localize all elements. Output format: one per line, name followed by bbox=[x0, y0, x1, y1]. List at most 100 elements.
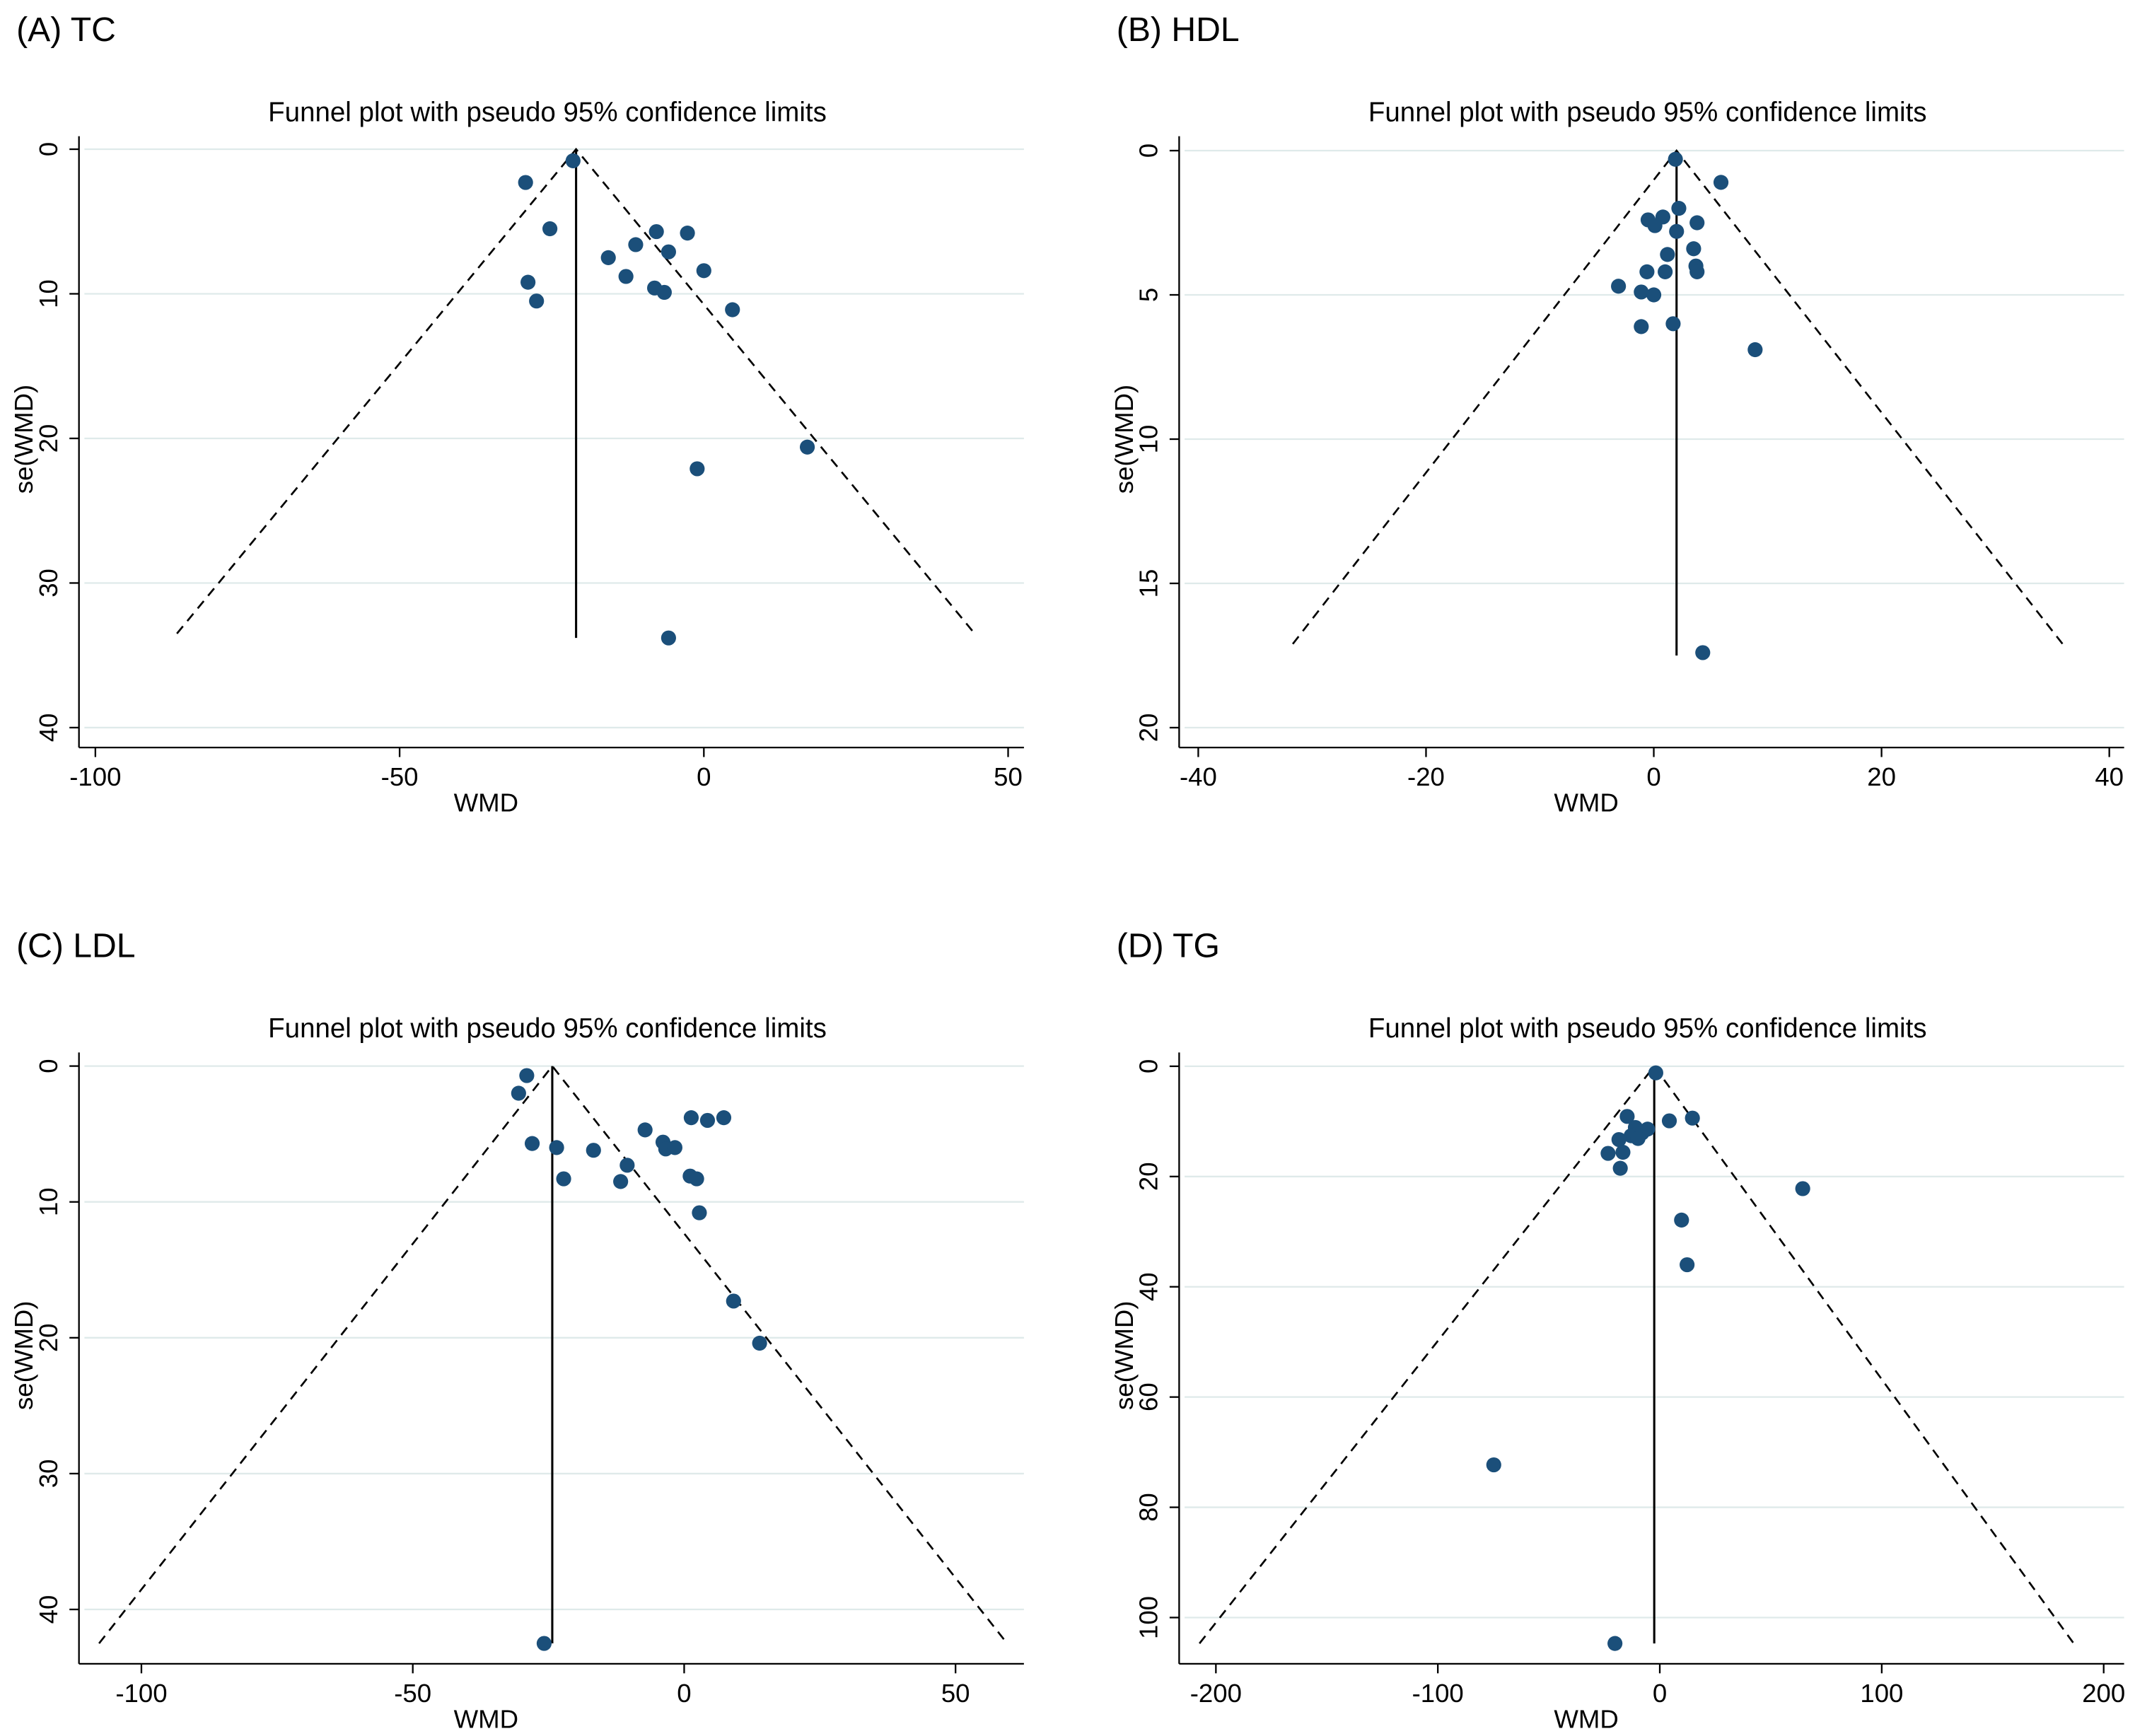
y-tick-label: 20 bbox=[1134, 1162, 1163, 1191]
study-point bbox=[637, 1122, 653, 1138]
study-point bbox=[511, 1085, 526, 1101]
x-tick-label: 0 bbox=[1653, 1679, 1667, 1708]
study-point bbox=[1665, 316, 1681, 332]
study-point bbox=[1634, 319, 1649, 334]
y-tick-label: 0 bbox=[34, 142, 63, 156]
study-point bbox=[667, 1140, 682, 1155]
y-tick-label: 15 bbox=[1134, 569, 1163, 598]
x-axis-label: WMD bbox=[1554, 1704, 1618, 1733]
study-point bbox=[628, 237, 644, 252]
study-point bbox=[1689, 264, 1705, 279]
panel-label: (D) TG bbox=[1117, 927, 1220, 965]
study-point bbox=[549, 1140, 564, 1155]
study-point bbox=[661, 244, 676, 260]
study-point bbox=[725, 302, 740, 318]
study-point bbox=[692, 1205, 707, 1221]
x-tick-label: 50 bbox=[994, 762, 1023, 791]
study-point bbox=[1615, 1144, 1631, 1160]
study-point bbox=[1634, 284, 1649, 300]
y-tick-label: 10 bbox=[34, 1187, 63, 1216]
study-point bbox=[752, 1335, 767, 1351]
study-point bbox=[1713, 175, 1729, 190]
y-tick-label: 10 bbox=[34, 279, 63, 308]
study-point bbox=[1661, 1113, 1677, 1129]
x-tick-label: 50 bbox=[941, 1679, 970, 1708]
y-axis-label: se(WMD) bbox=[1110, 385, 1139, 494]
study-point bbox=[1658, 264, 1673, 279]
study-point bbox=[1660, 247, 1675, 262]
x-tick-label: 100 bbox=[1860, 1679, 1903, 1708]
x-tick-label: -50 bbox=[394, 1679, 431, 1708]
study-point bbox=[613, 1174, 629, 1189]
y-tick-label: 30 bbox=[34, 569, 63, 598]
study-point bbox=[690, 461, 705, 477]
y-tick-label: 100 bbox=[1134, 1596, 1163, 1639]
study-point bbox=[696, 263, 711, 279]
x-tick-label: 0 bbox=[1646, 762, 1660, 791]
study-point bbox=[1647, 218, 1663, 233]
x-tick-label: -100 bbox=[115, 1679, 167, 1708]
study-point bbox=[520, 274, 536, 290]
y-tick-label: 20 bbox=[34, 424, 63, 453]
y-tick-label: 20 bbox=[1134, 713, 1163, 742]
y-tick-label: 40 bbox=[34, 713, 63, 742]
x-tick-label: -40 bbox=[1180, 762, 1217, 791]
study-point bbox=[656, 284, 672, 301]
chart-title: Funnel plot with pseudo 95% confidence l… bbox=[1368, 97, 1927, 127]
study-point bbox=[661, 630, 676, 646]
study-point bbox=[586, 1143, 601, 1158]
x-tick-label: 0 bbox=[697, 762, 711, 791]
y-tick-label: 60 bbox=[1134, 1382, 1163, 1411]
y-axis-label: se(WMD) bbox=[9, 1301, 38, 1410]
x-tick-label: -200 bbox=[1190, 1679, 1242, 1708]
chart-title: Funnel plot with pseudo 95% confidence l… bbox=[268, 97, 827, 127]
study-point bbox=[1795, 1181, 1810, 1196]
study-point bbox=[799, 439, 815, 455]
study-point bbox=[1695, 645, 1711, 660]
y-axis-label: se(WMD) bbox=[1110, 1301, 1139, 1410]
study-point bbox=[689, 1171, 704, 1187]
study-point bbox=[524, 1136, 540, 1151]
x-tick-label: 40 bbox=[2095, 762, 2124, 791]
study-point bbox=[1668, 151, 1683, 167]
study-point bbox=[1680, 1257, 1695, 1273]
study-point bbox=[1686, 241, 1701, 257]
study-point bbox=[600, 250, 616, 265]
chart-title: Funnel plot with pseudo 95% confidence l… bbox=[1368, 1013, 1927, 1044]
y-tick-label: 5 bbox=[1134, 288, 1163, 302]
study-point bbox=[726, 1293, 741, 1309]
chart-title: Funnel plot with pseudo 95% confidence l… bbox=[268, 1013, 827, 1044]
study-point bbox=[542, 221, 558, 237]
y-tick-label: 20 bbox=[34, 1323, 63, 1352]
study-point bbox=[683, 1110, 699, 1126]
study-point bbox=[699, 1112, 716, 1129]
x-axis-label: WMD bbox=[454, 1704, 518, 1733]
y-axis-label: se(WMD) bbox=[9, 385, 38, 494]
study-point bbox=[529, 293, 545, 309]
study-point bbox=[1630, 1131, 1646, 1146]
study-point bbox=[648, 223, 664, 240]
study-point bbox=[1747, 342, 1763, 358]
study-point bbox=[518, 175, 533, 190]
y-tick-label: 0 bbox=[1134, 1059, 1163, 1073]
study-point bbox=[1619, 1109, 1635, 1124]
study-point bbox=[536, 1636, 552, 1651]
panel: (D) TG Funnel plot with pseudo 95% confid… bbox=[1110, 927, 2125, 1734]
study-point bbox=[1648, 1065, 1663, 1080]
funnel-limits bbox=[1292, 148, 2064, 645]
funnel-limits bbox=[176, 147, 976, 634]
study-point bbox=[1611, 279, 1627, 294]
y-tick-label: 0 bbox=[1134, 144, 1163, 158]
y-tick-label: 80 bbox=[1134, 1493, 1163, 1522]
study-point bbox=[1486, 1457, 1501, 1473]
x-tick-label: -50 bbox=[381, 762, 419, 791]
study-point bbox=[680, 226, 695, 241]
x-tick-label: -100 bbox=[69, 762, 121, 791]
funnel-limits bbox=[1199, 1064, 2075, 1644]
study-point bbox=[716, 1110, 732, 1126]
y-tick-label: 40 bbox=[34, 1595, 63, 1624]
study-point bbox=[1674, 1212, 1689, 1228]
study-point bbox=[1671, 201, 1687, 216]
